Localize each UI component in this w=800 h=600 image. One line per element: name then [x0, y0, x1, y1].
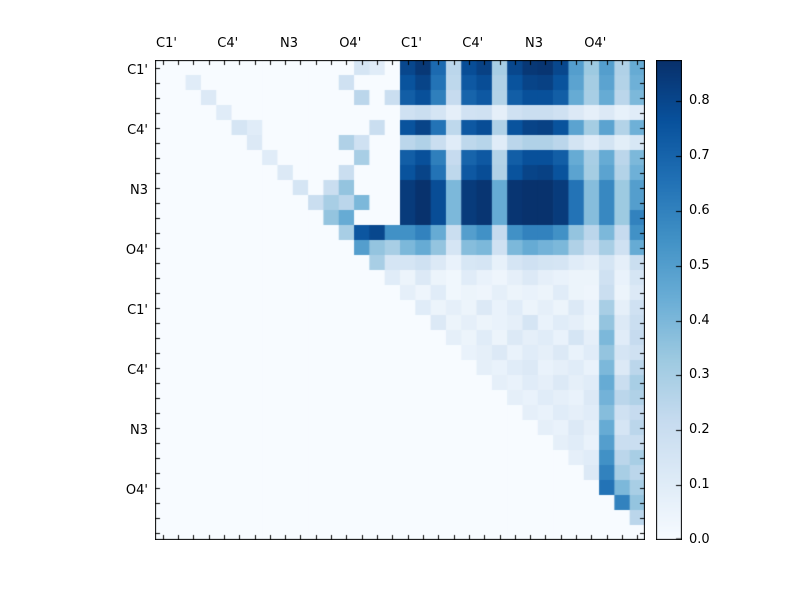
- y-axis-label: C4': [127, 363, 148, 379]
- colorbar-tick-label: 0.5: [689, 257, 710, 273]
- colorbar: [656, 60, 682, 540]
- x-axis-label: N3: [524, 36, 543, 51]
- y-axis-label: C1': [127, 303, 148, 319]
- heatmap-plot-area: [155, 60, 645, 540]
- y-axis-label: O4': [125, 483, 148, 499]
- x-axis-label: C1': [156, 36, 177, 51]
- colorbar-tick-label: 0.7: [689, 148, 710, 163]
- colorbar-tick-label: 0.3: [689, 367, 710, 383]
- colorbar-tick-label: 0.1: [689, 477, 710, 493]
- colorbar-tick-label: 0.4: [689, 312, 710, 328]
- y-axis-label: C4': [127, 123, 148, 139]
- x-axis-label: C4': [462, 36, 484, 51]
- y-axis-label: C1': [127, 63, 148, 79]
- x-axis-label: O4': [339, 36, 362, 51]
- y-axis-label: N3: [130, 183, 148, 199]
- colorbar-tick-label: 0.0: [689, 532, 710, 547]
- colorbar-tick-label: 0.2: [689, 422, 710, 438]
- x-axis-label: O4': [584, 36, 607, 51]
- colorbar-tick-label: 0.8: [689, 93, 710, 109]
- y-axis-label: N3: [130, 423, 148, 439]
- x-axis-label: C1': [401, 36, 422, 51]
- x-axis-label: N3: [279, 36, 298, 51]
- colorbar-tick-label: 0.6: [689, 202, 710, 218]
- x-axis-label: C4': [217, 36, 239, 51]
- y-axis-label: O4': [125, 243, 148, 259]
